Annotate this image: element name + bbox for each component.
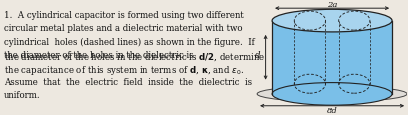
- Text: the diameter of the holes in the dielectric is $\mathbf{d/2}$, determine: the diameter of the holes in the dielect…: [4, 51, 266, 62]
- Ellipse shape: [272, 83, 392, 105]
- Text: the diameter of the holes in the dielectric is d/2: the diameter of the holes in the dielect…: [4, 51, 210, 59]
- Text: cylindrical  holes (dashed lines) as shown in the figure.  If: cylindrical holes (dashed lines) as show…: [4, 37, 255, 46]
- Text: uniform.: uniform.: [4, 90, 40, 99]
- Text: Assume  that  the  electric  field  inside  the  dielectric  is: Assume that the electric field inside th…: [4, 77, 252, 86]
- Text: 1.  A cylindrical capacitor is formed using two different: 1. A cylindrical capacitor is formed usi…: [4, 11, 244, 20]
- Bar: [272, 21, 392, 94]
- Ellipse shape: [257, 86, 407, 102]
- Text: circular metal plates and a dielectric material with two: circular metal plates and a dielectric m…: [4, 24, 242, 33]
- Text: the diameter of the holes in the dielectric is: the diameter of the holes in the dielect…: [4, 51, 196, 59]
- Text: d: d: [255, 50, 261, 59]
- Text: 2a: 2a: [327, 1, 337, 9]
- Ellipse shape: [272, 10, 392, 33]
- Text: the capacitance of this system in terms of $\mathbf{d}$, $\mathbf{\kappa}$, and : the capacitance of this system in terms …: [4, 64, 244, 77]
- Text: 8d: 8d: [327, 106, 337, 114]
